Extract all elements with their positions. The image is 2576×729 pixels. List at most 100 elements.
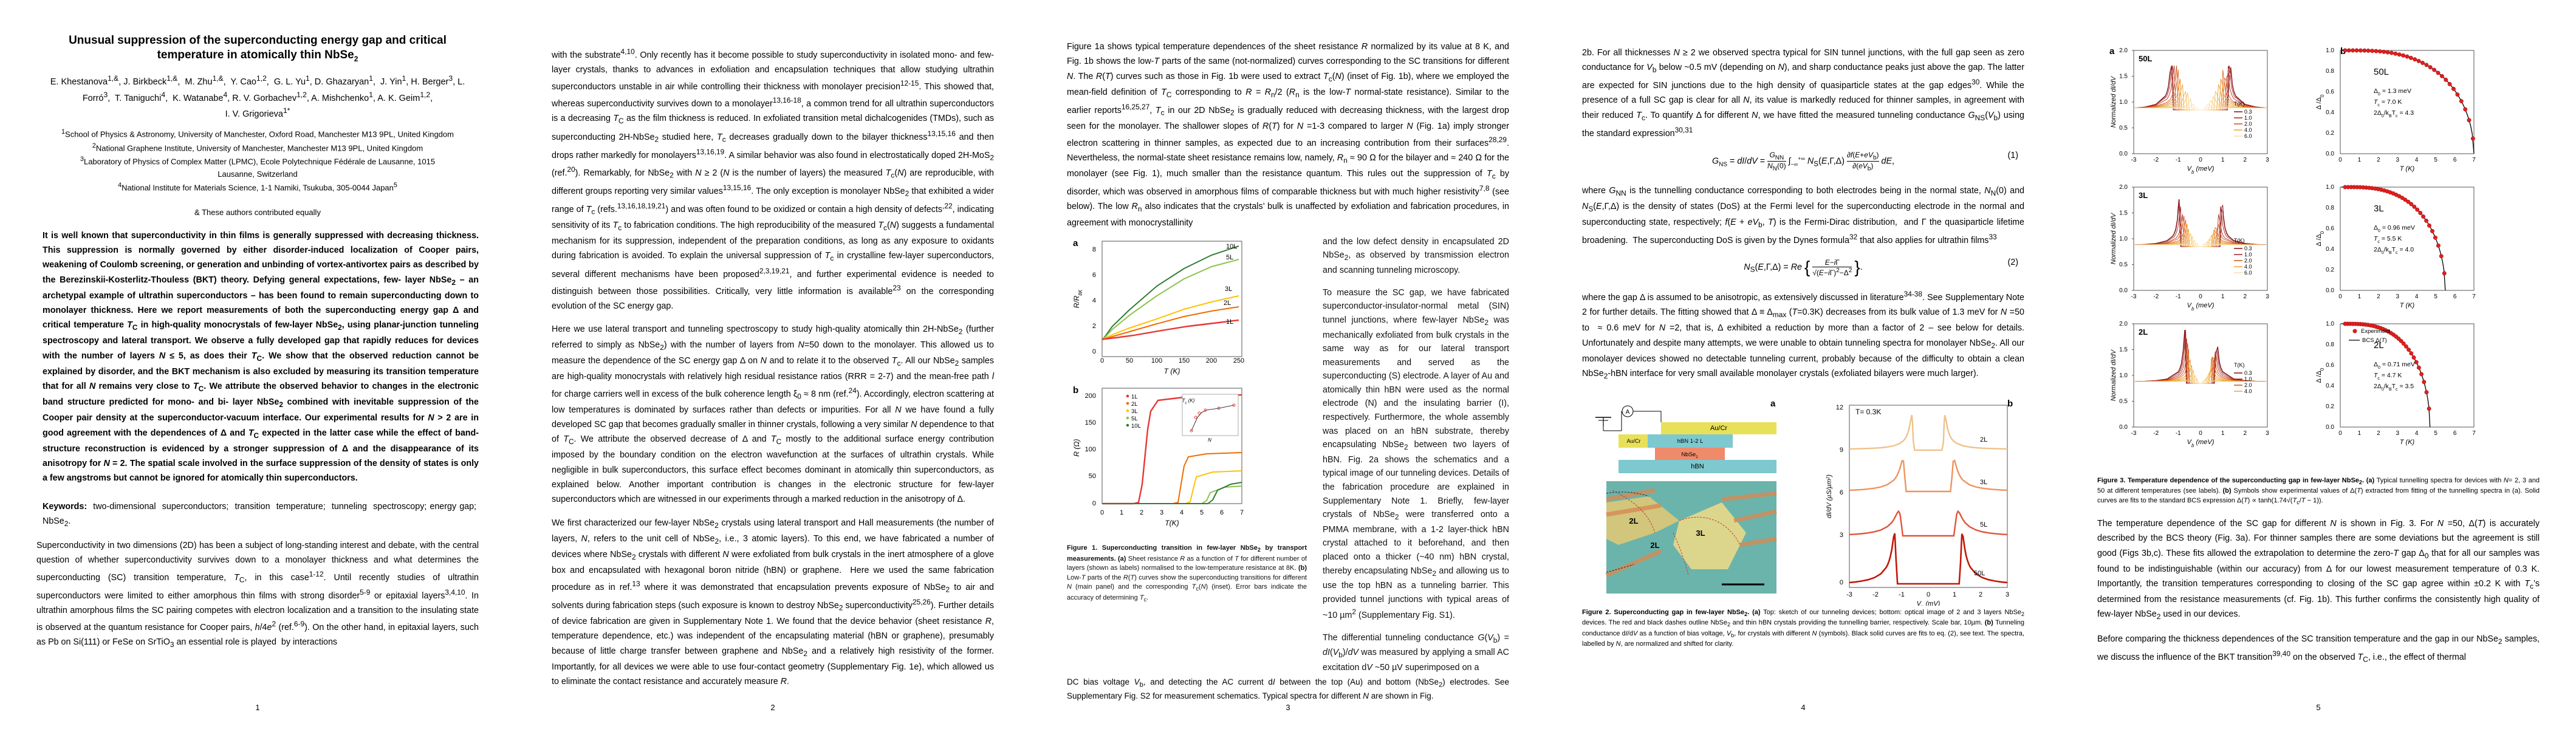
- svg-text:3: 3: [2006, 591, 2009, 598]
- svg-text:1L: 1L: [1131, 394, 1138, 400]
- svg-text:2L: 2L: [1980, 436, 1987, 443]
- svg-text:6: 6: [1840, 489, 1843, 496]
- svg-text:0.5: 0.5: [2119, 125, 2128, 132]
- svg-text:b: b: [2007, 399, 2013, 409]
- svg-text:0.5: 0.5: [2119, 262, 2128, 269]
- svg-text:dI/dV (µS/µm2): dI/dV (µS/µm2): [1826, 474, 1833, 519]
- svg-text:-3: -3: [2131, 430, 2137, 437]
- svg-text:hBN: hBN: [1691, 463, 1704, 470]
- svg-text:Δ /Δ0: Δ /Δ0: [2315, 368, 2325, 383]
- svg-text:T (K): T (K): [2400, 439, 2415, 446]
- svg-text:2.0: 2.0: [2119, 47, 2128, 54]
- svg-text:2: 2: [1979, 591, 1982, 598]
- svg-text:-3: -3: [2131, 157, 2137, 163]
- svg-text:6: 6: [2453, 430, 2457, 437]
- svg-text:1.5: 1.5: [2119, 74, 2128, 80]
- svg-text:0.5: 0.5: [2119, 399, 2128, 405]
- svg-text:3L: 3L: [1980, 479, 1987, 486]
- svg-text:0: 0: [1092, 500, 1096, 507]
- svg-text:4.0: 4.0: [2244, 388, 2252, 394]
- svg-text:a: a: [2109, 46, 2115, 56]
- svg-text:1: 1: [2221, 293, 2225, 300]
- svg-text:1.0: 1.0: [2119, 236, 2128, 242]
- svg-text:3: 3: [2266, 430, 2269, 437]
- svg-text:5: 5: [2434, 157, 2437, 163]
- svg-text:2Δ0/kBTc = 3.5: 2Δ0/kBTc = 3.5: [2374, 383, 2414, 392]
- svg-text:5: 5: [2434, 293, 2437, 300]
- svg-text:4.0: 4.0: [2244, 127, 2252, 133]
- svg-text:3: 3: [2396, 293, 2400, 300]
- svg-text:0.4: 0.4: [2326, 109, 2334, 116]
- svg-text:1: 1: [1120, 509, 1123, 516]
- svg-text:1.0: 1.0: [2244, 115, 2252, 121]
- svg-text:T= 0.3K: T= 0.3K: [1855, 408, 1881, 416]
- svg-text:0.8: 0.8: [2326, 341, 2334, 348]
- svg-text:2.0: 2.0: [2244, 382, 2252, 388]
- svg-text:5: 5: [2434, 430, 2437, 437]
- svg-text:5L: 5L: [1226, 254, 1233, 261]
- svg-text:1.0: 1.0: [2244, 252, 2252, 258]
- svg-text:2: 2: [2244, 430, 2247, 437]
- svg-text:3L: 3L: [2139, 191, 2148, 200]
- svg-text:2: 2: [1092, 323, 1096, 330]
- svg-text:0.2: 0.2: [2326, 267, 2334, 273]
- svg-text:12: 12: [1836, 404, 1843, 411]
- svg-text:0: 0: [1092, 348, 1096, 355]
- svg-text:4: 4: [1180, 509, 1184, 516]
- svg-text:0.3: 0.3: [2244, 109, 2252, 115]
- svg-text:Normalized dI/dV: Normalized dI/dV: [2110, 75, 2117, 128]
- svg-text:2: 2: [2377, 430, 2380, 437]
- svg-text:6: 6: [1220, 509, 1224, 516]
- svg-text:0.0: 0.0: [2326, 287, 2334, 294]
- svg-text:0.0: 0.0: [2326, 151, 2334, 157]
- svg-text:1.0: 1.0: [2326, 47, 2334, 54]
- svg-text:-3: -3: [2131, 293, 2137, 300]
- svg-text:2: 2: [2377, 293, 2380, 300]
- svg-text:150: 150: [1085, 419, 1096, 426]
- svg-text:0.6: 0.6: [2326, 225, 2334, 232]
- svg-text:T (K): T (K): [2400, 165, 2415, 173]
- svg-text:T(K): T(K): [2234, 238, 2245, 244]
- svg-text:0: 0: [1100, 357, 1104, 364]
- svg-text:2.0: 2.0: [2119, 321, 2128, 327]
- svg-text:50: 50: [1089, 473, 1096, 480]
- svg-text:0.8: 0.8: [2326, 205, 2334, 211]
- svg-text:Vb (mV): Vb (mV): [1917, 600, 1941, 606]
- svg-text:1.0: 1.0: [2119, 99, 2128, 106]
- svg-text:1.0: 1.0: [2119, 372, 2128, 379]
- svg-text:0: 0: [2338, 293, 2342, 300]
- svg-text:2.0: 2.0: [2244, 121, 2252, 127]
- svg-text:Normalized dI/dV: Normalized dI/dV: [2110, 212, 2117, 264]
- svg-text:1L: 1L: [1226, 318, 1233, 326]
- svg-text:0: 0: [1840, 579, 1843, 586]
- svg-text:Δ0 = 0.71 meV: Δ0 = 0.71 meV: [2374, 361, 2415, 370]
- svg-text:3L: 3L: [1225, 286, 1232, 293]
- svg-text:-1: -1: [1899, 591, 1905, 598]
- svg-text:200: 200: [1085, 392, 1096, 400]
- svg-text:1: 1: [2358, 430, 2362, 437]
- svg-text:5L: 5L: [1131, 416, 1138, 422]
- svg-text:4: 4: [1092, 297, 1096, 304]
- svg-text:0.2: 0.2: [2326, 403, 2334, 410]
- svg-text:6: 6: [2453, 157, 2457, 163]
- svg-text:2L: 2L: [1224, 299, 1231, 307]
- svg-text:3L: 3L: [2374, 204, 2384, 214]
- svg-text:0.6: 0.6: [2326, 362, 2334, 369]
- svg-text:Tc = 5.5 K: Tc = 5.5 K: [2374, 235, 2402, 244]
- svg-text:7: 7: [2472, 157, 2476, 163]
- svg-text:-1: -1: [2176, 157, 2181, 163]
- svg-text:8: 8: [1092, 246, 1096, 253]
- svg-text:0.0: 0.0: [2326, 424, 2334, 431]
- svg-text:0: 0: [2338, 430, 2342, 437]
- svg-text:2: 2: [1140, 509, 1143, 516]
- svg-text:Normalized dI/dV: Normalized dI/dV: [2110, 349, 2117, 401]
- svg-text:Au/Cr: Au/Cr: [1710, 425, 1727, 432]
- svg-text:6: 6: [2453, 293, 2457, 300]
- svg-text:100: 100: [1151, 357, 1162, 364]
- svg-text:5L: 5L: [1980, 521, 1987, 529]
- svg-text:1: 1: [2221, 430, 2225, 437]
- svg-text:T (K): T (K): [1164, 367, 1180, 375]
- svg-text:0: 0: [2338, 157, 2342, 163]
- svg-text:0: 0: [1927, 591, 1930, 598]
- svg-text:0.2: 0.2: [2326, 130, 2334, 137]
